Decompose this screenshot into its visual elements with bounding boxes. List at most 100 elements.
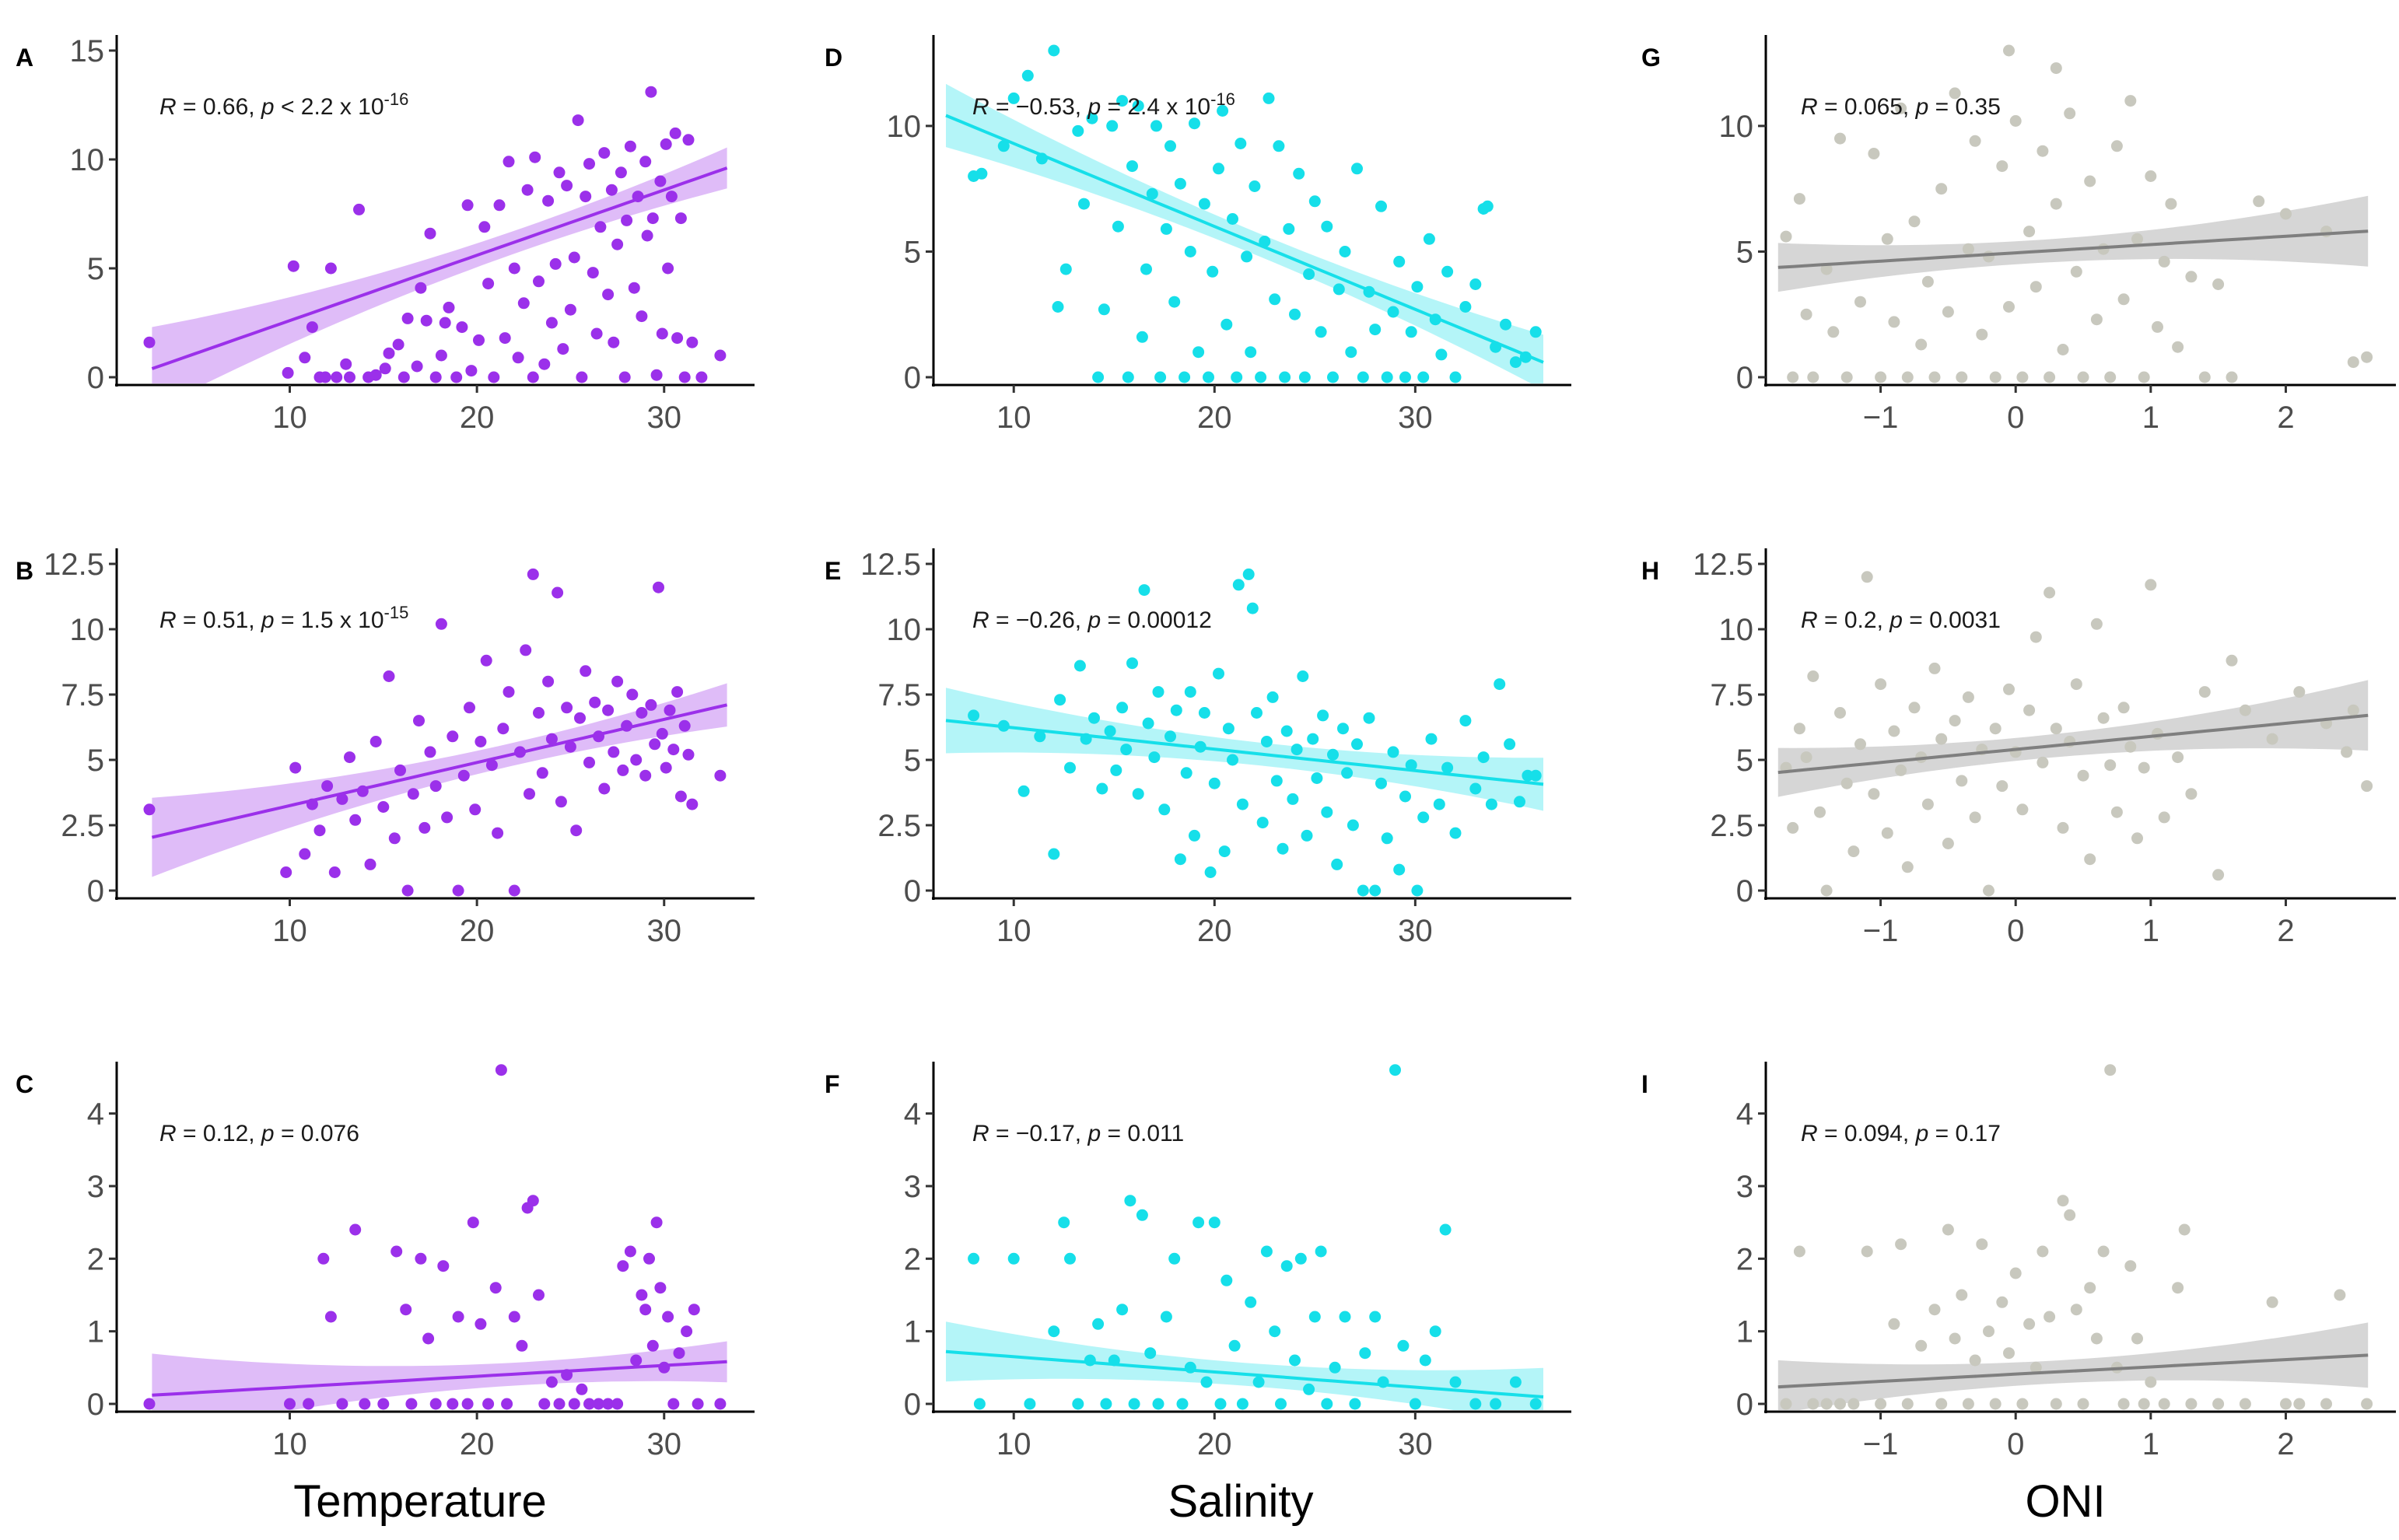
y-tick-label-B-0: 0	[87, 874, 104, 908]
data-point-B-42	[533, 707, 545, 719]
data-point-H-49	[2117, 702, 2130, 714]
data-point-G-0	[1780, 230, 1792, 243]
data-point-G-47	[2117, 293, 2130, 306]
data-point-A-68	[621, 214, 633, 226]
panel-C: C 0 1 2 3 4 10 20 30 R = 0.12, p = 0.076	[16, 1062, 755, 1461]
data-point-D-83	[1481, 200, 1494, 212]
data-point-I-21	[1989, 1398, 2002, 1410]
data-point-F-7	[1072, 1398, 1084, 1410]
data-point-G-53	[2158, 255, 2170, 268]
data-point-D-66	[1369, 324, 1382, 336]
data-point-C-44	[639, 1304, 652, 1316]
data-point-G-28	[1989, 371, 2002, 383]
y-tick-label-H-2: 5	[1736, 744, 1753, 778]
panel-letter-F: F	[825, 1070, 840, 1098]
data-point-H-24	[1949, 715, 1961, 727]
data-point-I-29	[2044, 1311, 2056, 1323]
data-point-G-1	[1787, 371, 1799, 383]
data-point-H-25	[1956, 775, 1968, 787]
data-point-D-56	[1308, 195, 1321, 208]
data-point-H-7	[1834, 707, 1846, 719]
y-tick-label-D-1: 5	[904, 235, 921, 269]
data-point-I-11	[1915, 1339, 1928, 1352]
data-point-D-23	[1150, 120, 1162, 132]
data-point-H-6	[1820, 884, 1833, 897]
y-tick-label-I-2: 2	[1736, 1242, 1753, 1276]
data-point-D-16	[1116, 95, 1129, 107]
data-point-H-15	[1888, 725, 1900, 737]
data-point-B-10	[349, 814, 362, 826]
y-tick-label-D-2: 10	[887, 110, 922, 144]
x-tick-label-G-0: −1	[1863, 401, 1899, 435]
data-point-E-33	[1218, 845, 1231, 858]
x-tick-label-B-1: 20	[460, 914, 495, 948]
data-point-D-15	[1112, 220, 1124, 233]
data-point-E-58	[1341, 767, 1354, 779]
data-point-F-26	[1221, 1274, 1233, 1286]
data-point-D-72	[1405, 326, 1417, 338]
data-point-E-59	[1347, 819, 1359, 831]
panel-F: F 0 1 2 3 4 10 20 30 R = −0.17, p = 0.011	[825, 1062, 1571, 1461]
data-point-B-44	[542, 675, 555, 688]
data-point-G-45	[2104, 371, 2117, 383]
data-point-B-51	[574, 712, 586, 724]
data-point-D-25	[1160, 222, 1172, 235]
data-point-G-13	[1888, 316, 1900, 328]
data-point-E-9	[1088, 712, 1100, 724]
data-point-H-1	[1787, 821, 1799, 834]
data-point-E-73	[1433, 798, 1445, 810]
data-point-H-12	[1868, 788, 1880, 800]
data-point-C-37	[593, 1398, 604, 1410]
data-point-G-30	[2003, 301, 2015, 313]
data-point-H-22	[1935, 733, 1948, 745]
data-point-C-40	[617, 1260, 629, 1272]
y-tick-label-B-2: 5	[87, 744, 104, 778]
data-point-A-19	[411, 360, 423, 373]
data-point-D-78	[1441, 265, 1454, 278]
data-point-B-54	[589, 696, 601, 709]
data-point-E-50	[1301, 829, 1313, 842]
data-point-G-18	[1921, 275, 1934, 288]
data-point-A-85	[674, 212, 687, 225]
panel-letter-B: B	[16, 557, 33, 585]
data-point-C-23	[495, 1064, 507, 1076]
data-point-F-44	[1359, 1347, 1371, 1360]
data-point-B-14	[377, 801, 390, 813]
x-tick-label-D-2: 30	[1398, 401, 1433, 435]
data-point-E-24	[1174, 853, 1186, 866]
fit-line-C	[152, 1360, 727, 1397]
data-point-C-9	[390, 1245, 403, 1258]
data-point-C-17	[452, 1311, 464, 1323]
data-point-I-7	[1875, 1398, 1887, 1410]
data-point-E-17	[1138, 584, 1150, 597]
data-point-D-55	[1303, 268, 1315, 280]
data-point-B-13	[369, 736, 382, 747]
x-tick-label-A-1: 20	[460, 401, 495, 435]
data-point-G-31	[2009, 115, 2022, 127]
data-point-C-22	[489, 1282, 502, 1294]
data-point-I-42	[2131, 1332, 2143, 1345]
data-point-E-34	[1222, 723, 1235, 735]
data-point-D-29	[1178, 371, 1191, 383]
data-point-A-45	[538, 358, 551, 370]
data-point-A-56	[580, 191, 592, 203]
data-point-A-61	[598, 147, 611, 159]
data-point-D-79	[1449, 371, 1462, 383]
data-point-D-69	[1387, 306, 1399, 318]
data-point-A-3	[299, 352, 311, 364]
data-point-H-51	[2131, 832, 2143, 845]
data-point-G-58	[2212, 278, 2225, 290]
data-point-H-62	[2266, 733, 2278, 745]
data-point-H-27	[1969, 811, 1981, 824]
data-point-E-65	[1381, 832, 1393, 845]
data-point-B-75	[678, 719, 691, 732]
data-point-C-34	[568, 1398, 580, 1410]
data-point-D-70	[1393, 255, 1406, 268]
data-point-G-63	[2347, 356, 2359, 369]
data-point-H-46	[2097, 712, 2110, 724]
data-point-F-1	[973, 1398, 986, 1410]
data-point-A-59	[590, 327, 603, 340]
data-point-D-44	[1249, 180, 1261, 192]
data-point-A-44	[533, 275, 545, 288]
data-point-E-82	[1514, 796, 1525, 808]
